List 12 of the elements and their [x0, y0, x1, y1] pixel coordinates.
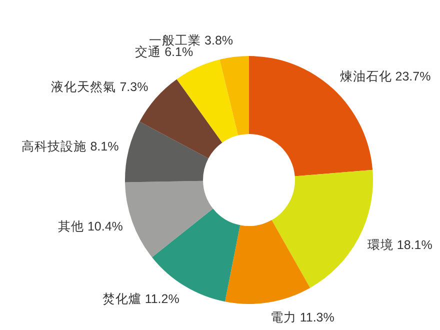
slice-label: 其他 10.4%	[58, 220, 123, 234]
slice-label: 高科技設施 8.1%	[22, 138, 119, 154]
slice-label: 焚化爐 11.2%	[102, 292, 180, 306]
donut-slice	[176, 60, 238, 143]
slice-label: 電力 11.3%	[270, 310, 334, 325]
slice-label: 環境 18.1%	[367, 236, 432, 252]
slice-label: 液化天然氣 7.3%	[51, 80, 148, 94]
donut-slice	[125, 122, 208, 182]
donut-slice	[225, 220, 310, 304]
donut-slice	[220, 56, 249, 136]
donut-slice	[125, 180, 214, 258]
slice-label: 煉油石化 23.7%	[340, 69, 431, 84]
